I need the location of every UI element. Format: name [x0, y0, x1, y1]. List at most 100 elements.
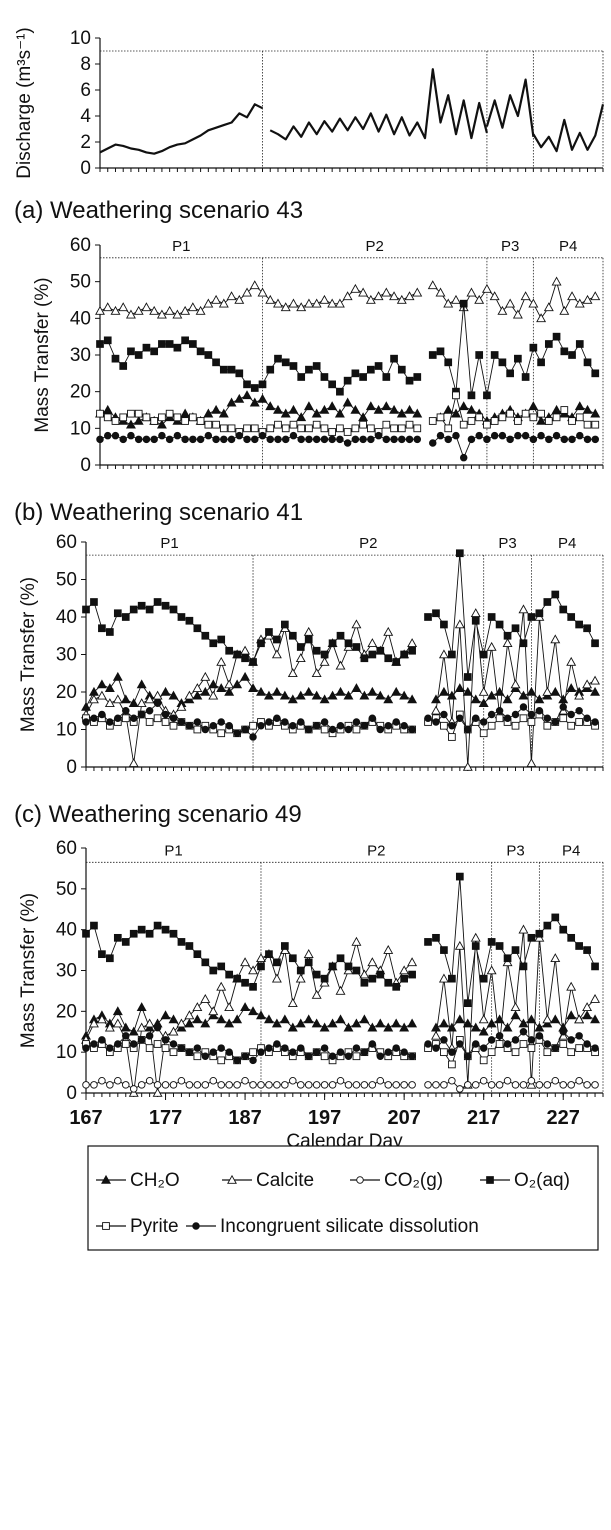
data-point — [374, 362, 383, 370]
data-point — [304, 1081, 313, 1089]
data-point — [225, 646, 234, 655]
data-point — [590, 408, 601, 418]
data-point — [212, 420, 220, 429]
data-point — [169, 929, 178, 938]
data-point — [233, 974, 241, 983]
data-point — [201, 725, 210, 734]
data-point — [295, 653, 306, 663]
data-point — [150, 435, 158, 444]
data-point — [297, 1044, 305, 1052]
data-point — [448, 1060, 456, 1069]
data-point — [404, 404, 415, 414]
data-point — [145, 707, 154, 715]
data-point — [582, 1002, 593, 1012]
data-point — [263, 690, 274, 700]
data-point — [583, 624, 591, 633]
data-point — [526, 758, 537, 768]
data-point — [106, 954, 114, 963]
chart-d: 0 10 20 30 40 50 60 167 177 187 197 207 217 227 Mass T… — [18, 838, 604, 1152]
data-point — [233, 729, 241, 738]
data-point — [537, 431, 545, 440]
series-3 — [82, 872, 599, 1008]
data-point — [82, 718, 90, 726]
y-tick-label: 40 — [70, 308, 91, 329]
data-point — [551, 718, 560, 726]
data-point — [216, 656, 227, 666]
phase-label: P3 — [506, 842, 524, 859]
data-point — [251, 435, 259, 444]
data-point — [296, 966, 305, 975]
y-tick-label: 10 — [56, 1042, 77, 1063]
data-point — [519, 639, 528, 648]
data-point — [575, 413, 584, 422]
data-point — [216, 683, 227, 693]
data-point — [218, 298, 229, 308]
data-point — [169, 1040, 178, 1048]
data-point — [575, 1032, 583, 1040]
data-point — [161, 1081, 170, 1089]
data-point — [226, 291, 237, 301]
data-point — [265, 718, 273, 726]
data-point — [342, 291, 353, 301]
data-point — [173, 413, 182, 422]
data-point — [112, 694, 123, 704]
data-point — [153, 598, 162, 606]
y-tick-label: 6 — [80, 80, 91, 101]
data-point — [350, 283, 361, 293]
data-point — [535, 1032, 544, 1040]
data-point — [216, 981, 227, 991]
data-point — [399, 965, 410, 975]
series-line — [432, 435, 596, 459]
phase-label: P2 — [367, 842, 385, 859]
data-point — [201, 958, 210, 967]
data-point — [424, 613, 432, 621]
data-point — [456, 1085, 464, 1093]
data-point — [258, 431, 267, 440]
data-point — [193, 950, 202, 959]
data-point — [551, 590, 560, 599]
data-point — [196, 435, 205, 444]
data-point — [249, 721, 257, 730]
data-point — [165, 409, 174, 418]
data-point — [137, 1036, 146, 1044]
data-point — [181, 336, 189, 345]
data-point — [427, 280, 438, 290]
series-line — [427, 1038, 596, 1066]
data-point — [96, 340, 104, 348]
data-point — [359, 420, 367, 429]
data-point — [312, 646, 321, 655]
data-point — [438, 1018, 449, 1028]
data-point — [351, 369, 360, 378]
data-point — [137, 1081, 146, 1089]
data-point — [311, 668, 322, 678]
data-point — [455, 872, 464, 881]
data-point — [319, 1022, 330, 1032]
data-point — [271, 973, 282, 983]
series-4 — [96, 431, 600, 462]
chart-a: 0 2 4 6 8 10 Discharge (m³s⁻¹) (a) Weathering s… — [14, 27, 605, 224]
data-point — [400, 1048, 408, 1056]
data-point — [560, 406, 569, 414]
data-point — [412, 408, 423, 418]
series-2 — [82, 549, 599, 681]
x-tick-label: 227 — [547, 1107, 580, 1129]
data-point — [288, 631, 297, 640]
data-point — [320, 718, 329, 726]
data-point — [265, 401, 276, 411]
data-point — [536, 415, 547, 425]
data-point — [136, 679, 147, 689]
data-point — [390, 424, 398, 433]
data-point — [514, 417, 522, 425]
data-point — [303, 401, 314, 411]
data-point — [503, 1040, 512, 1048]
data-point — [424, 1081, 432, 1089]
data-point — [225, 1048, 233, 1056]
data-point — [527, 1036, 536, 1044]
data-point — [102, 302, 113, 312]
circle-open-icon — [356, 1176, 364, 1184]
data-point — [289, 1076, 297, 1085]
data-point — [376, 646, 385, 655]
data-point — [153, 1081, 162, 1089]
data-point — [173, 431, 182, 440]
data-point — [351, 435, 360, 444]
